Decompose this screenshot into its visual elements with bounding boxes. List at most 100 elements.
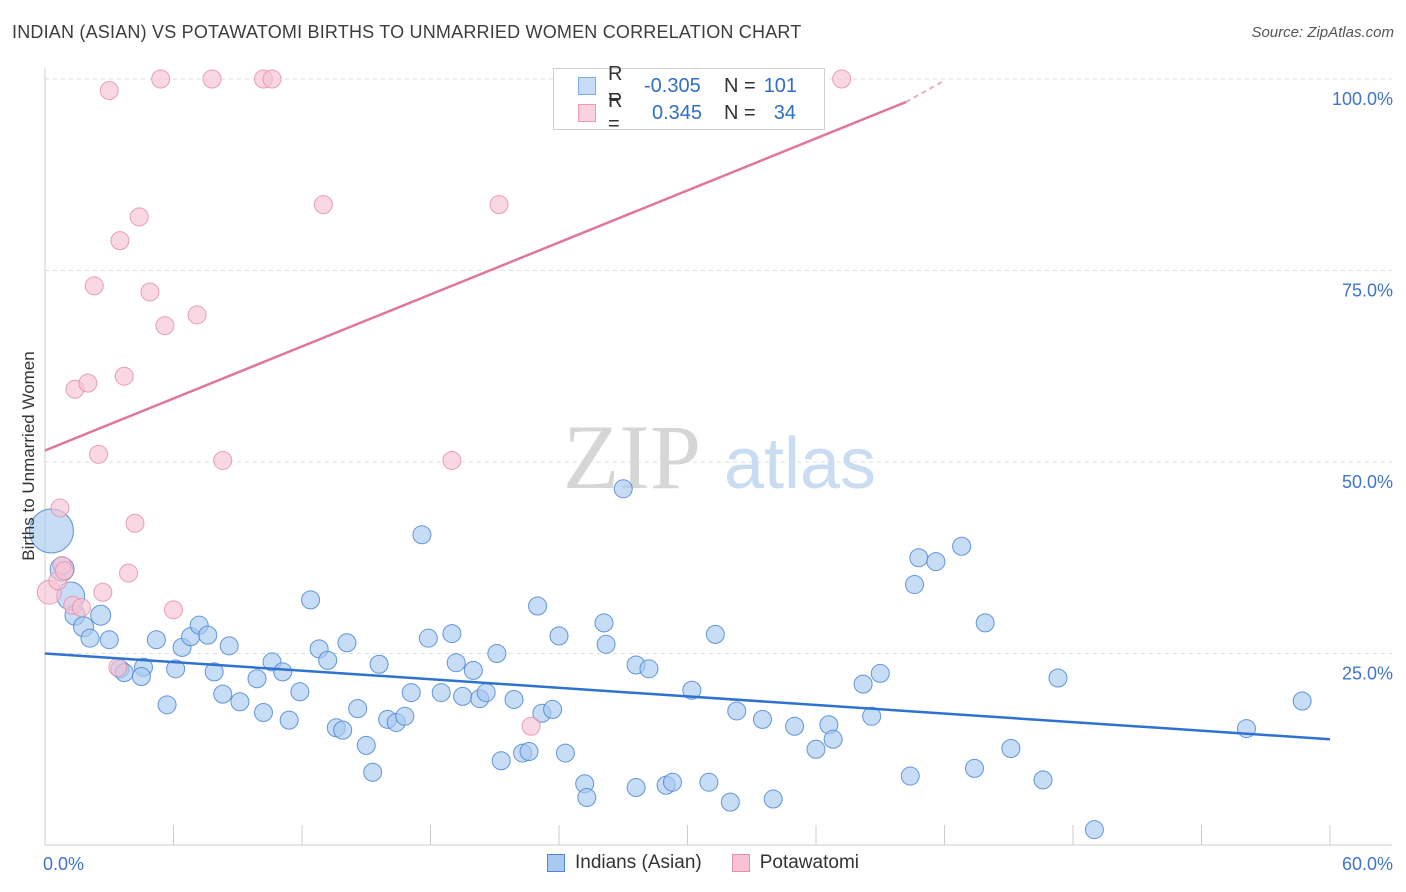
indians-point [577, 788, 597, 808]
indians-point [752, 709, 772, 729]
potawatomi-point [89, 444, 109, 464]
potawatomi-point [71, 598, 91, 618]
indians-point [975, 613, 995, 633]
data-points [28, 69, 1312, 840]
indians-point [412, 525, 432, 545]
indians-point [543, 699, 563, 719]
indians-point [356, 735, 376, 755]
indians-point [682, 680, 702, 700]
legend-row-indians: R = -0.305 N = 101 [578, 63, 798, 108]
potawatomi-point [50, 498, 70, 518]
indians-point [1048, 668, 1068, 688]
indians-point [401, 683, 421, 703]
indians-point [596, 634, 616, 654]
indians-point [395, 706, 415, 726]
indians-point [1084, 820, 1104, 840]
potawatomi-point [155, 316, 175, 336]
potawatomi-point [489, 195, 509, 215]
indians-point [476, 683, 496, 703]
indians-point [785, 716, 805, 736]
indians-point [99, 630, 119, 650]
indians-point [369, 654, 389, 674]
potawatomi-point [84, 276, 104, 296]
indians-point [763, 789, 783, 809]
indians-point [1292, 691, 1312, 711]
indians-point [909, 548, 929, 568]
indians-point [453, 686, 473, 706]
indians-point [491, 751, 511, 771]
legend-n-label: N = [724, 74, 756, 97]
axes [44, 68, 1392, 846]
potawatomi-point [119, 563, 139, 583]
indians-point [1001, 738, 1021, 758]
indians-point [528, 596, 548, 616]
legend-n-value: 101 [763, 74, 798, 97]
legend-label-potawatomi: Potawatomi [759, 852, 859, 873]
indians-point [318, 650, 338, 670]
indians-point [290, 682, 310, 702]
watermark-atlas: atlas [724, 424, 876, 504]
potawatomi-point [108, 657, 128, 677]
indians-point [964, 758, 984, 778]
potawatomi-point [262, 69, 282, 89]
chart-title: INDIAN (ASIAN) VS POTAWATOMI BIRTHS TO U… [12, 22, 802, 42]
legend-swatch-indians [546, 854, 565, 872]
y-tick-label: 100.0% [1332, 89, 1393, 109]
potawatomi-point [93, 582, 113, 602]
legend-r-value: 0.345 [652, 101, 703, 124]
indians-point [247, 669, 267, 689]
indians-point [926, 552, 946, 572]
tick-labels: 25.0% 50.0% 75.0% 100.0% 0.0% 60.0% [43, 89, 1393, 874]
trend-lines [44, 79, 1331, 741]
indians-point [301, 590, 321, 610]
x-tick-label-max: 60.0% [1342, 854, 1393, 874]
indians-point [418, 628, 438, 648]
potawatomi-point [110, 231, 130, 251]
potawatomi-point [164, 600, 183, 620]
legend-swatch-potawatomi [731, 854, 750, 872]
indians-point [446, 653, 466, 673]
indians-point [219, 636, 239, 656]
potawatomi-point [832, 69, 852, 89]
y-tick-label: 50.0% [1342, 472, 1393, 492]
indians-point [253, 702, 273, 722]
indians-point [157, 695, 177, 715]
potawatomi-point [151, 69, 171, 89]
indians-point [463, 660, 483, 680]
potawatomi-point [114, 366, 134, 386]
potawatomi-point [99, 80, 119, 100]
indians-point [727, 701, 747, 721]
potawatomi-point [442, 450, 462, 470]
indians-point [487, 644, 507, 663]
y-tick-label: 75.0% [1342, 281, 1393, 301]
potawatomi-point [202, 69, 222, 89]
indians-point [80, 628, 100, 648]
potawatomi-point [129, 207, 149, 227]
indians-point [213, 684, 233, 704]
indians-point [853, 674, 873, 694]
series-indians [28, 479, 1312, 840]
legend-label-indians: Indians (Asian) [574, 852, 702, 873]
indians-point [431, 683, 451, 703]
indians-point [639, 659, 659, 679]
indians-point [146, 630, 166, 650]
indians-point [594, 613, 614, 633]
indians-point [555, 743, 575, 763]
grid-lines [45, 78, 1392, 654]
series-potawatomi [36, 69, 852, 736]
indians-point [279, 710, 299, 730]
indians-point [1033, 770, 1053, 790]
potawatomi-point [54, 561, 74, 581]
legend-item-potawatomi: Potawatomi [731, 852, 859, 874]
legend-r-label: R = [608, 63, 623, 108]
indians-point [230, 692, 250, 712]
indians-point [131, 666, 151, 686]
indians-point [549, 626, 569, 646]
potawatomi-point [125, 513, 145, 533]
indians-point [705, 624, 725, 644]
indians-point [905, 575, 925, 595]
trend-line-indians [44, 652, 1331, 741]
indians-point [626, 778, 646, 798]
indians-point [198, 625, 218, 645]
